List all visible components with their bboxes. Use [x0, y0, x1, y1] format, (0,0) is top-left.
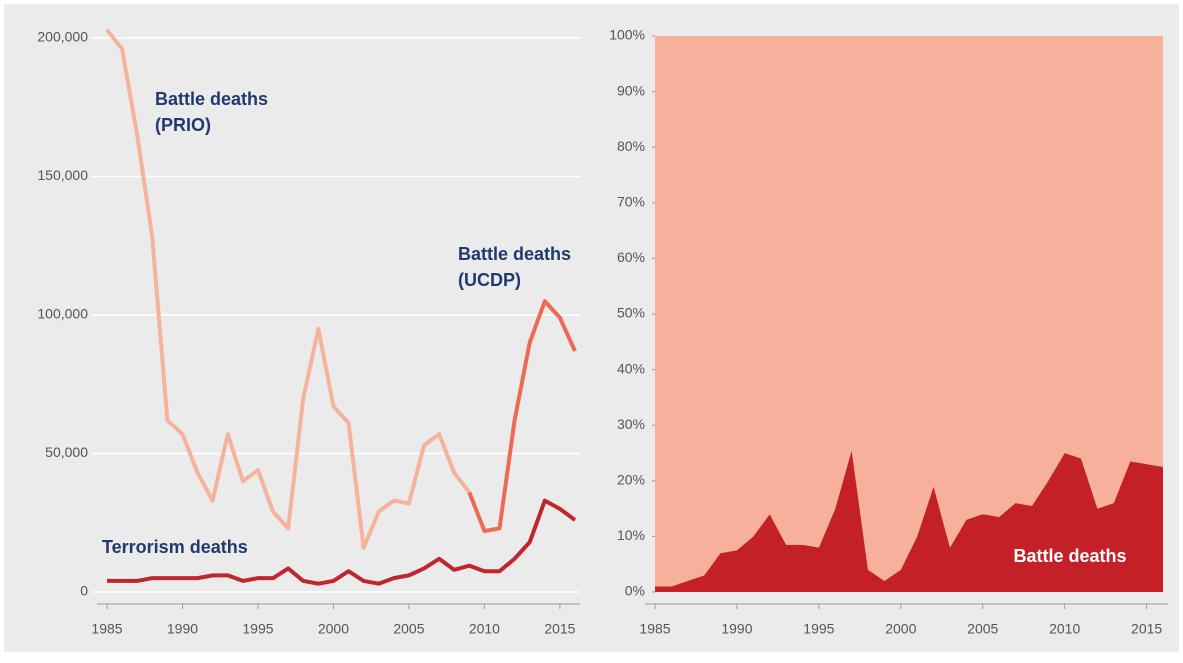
- annotation: Battle deaths: [458, 244, 571, 264]
- y-tick-label: 60%: [617, 249, 645, 265]
- x-tick-label: 1990: [721, 621, 752, 637]
- area: [655, 36, 1163, 587]
- x-tick-label: 1985: [91, 621, 122, 637]
- x-tick-label: 1985: [639, 621, 670, 637]
- y-tick-label: 20%: [617, 472, 645, 488]
- y-tick-label: 70%: [617, 194, 645, 210]
- y-tick-label: 100%: [609, 27, 645, 43]
- x-tick-label: 2010: [469, 621, 500, 637]
- line: [105, 28, 471, 550]
- y-tick-label: 0: [80, 583, 88, 599]
- annotation: (PRIO): [155, 115, 211, 135]
- y-tick-label: 150,000: [37, 167, 88, 183]
- x-tick-label: 1995: [242, 621, 273, 637]
- area: [655, 450, 1163, 592]
- x-tick-label: 2015: [1131, 621, 1162, 637]
- annotation: Terrorism deaths: [102, 537, 248, 557]
- line: [467, 299, 577, 534]
- x-tick-label: 2010: [1049, 621, 1080, 637]
- line: [107, 498, 577, 586]
- x-tick-label: 1990: [167, 621, 198, 637]
- y-tick-label: 90%: [617, 82, 645, 98]
- y-tick-label: 10%: [617, 527, 645, 543]
- x-tick-label: 2000: [318, 621, 349, 637]
- y-tick-label: 30%: [617, 416, 645, 432]
- series-label: Battle deaths: [1013, 546, 1126, 566]
- x-tick-label: 2015: [544, 621, 575, 637]
- y-tick-label: 100,000: [37, 306, 88, 322]
- y-tick-label: 50,000: [45, 444, 88, 460]
- x-tick-label: 2005: [393, 621, 424, 637]
- x-tick-label: 2000: [885, 621, 916, 637]
- y-tick-label: 80%: [617, 138, 645, 154]
- annotation: (UCDP): [458, 270, 521, 290]
- y-tick-label: 200,000: [37, 29, 88, 45]
- x-tick-label: 2005: [967, 621, 998, 637]
- y-tick-label: 50%: [617, 305, 645, 321]
- y-tick-label: 0%: [625, 583, 645, 599]
- x-tick-label: 1995: [803, 621, 834, 637]
- y-tick-label: 40%: [617, 360, 645, 376]
- annotation: Battle deaths: [155, 89, 268, 109]
